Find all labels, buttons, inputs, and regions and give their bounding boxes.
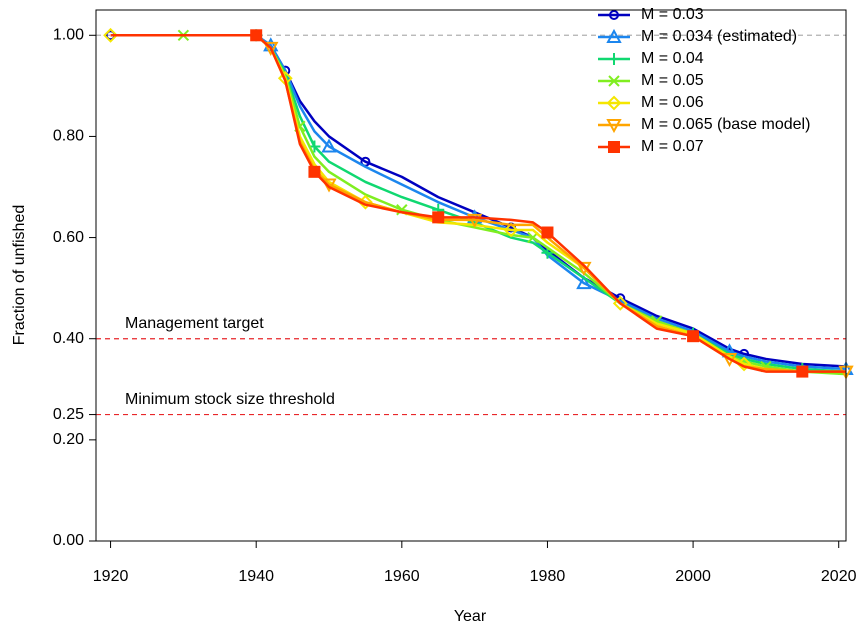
x-tick-label: 1960 <box>384 568 420 585</box>
marker <box>466 213 483 228</box>
x-tick-label: 1920 <box>93 568 129 585</box>
x-axis-label: Year <box>454 608 487 625</box>
marker <box>796 365 809 378</box>
y-tick-label: 1.00 <box>53 27 84 44</box>
marker <box>608 53 620 65</box>
marker <box>103 27 118 43</box>
legend-label: M = 0.04 <box>641 50 704 67</box>
marker <box>432 211 445 224</box>
y-tick-label: 0.00 <box>53 532 84 549</box>
y-tick-label: 0.20 <box>53 431 84 448</box>
marker <box>609 10 619 20</box>
series-line <box>110 34 847 371</box>
marker <box>612 295 628 311</box>
series-line <box>110 34 846 373</box>
marker <box>321 138 337 153</box>
y-tick-label: 0.25 <box>53 406 84 423</box>
marker <box>250 29 263 42</box>
legend-label: M = 0.03 <box>641 6 704 23</box>
x-tick-label: 2020 <box>821 568 857 585</box>
x-tick-label: 1940 <box>238 568 274 585</box>
marker <box>687 330 700 343</box>
legend-label: M = 0.06 <box>641 94 704 111</box>
y-tick-label: 0.40 <box>53 330 84 347</box>
plot-frame <box>95 9 847 542</box>
legend-label: M = 0.034 (estimated) <box>641 28 797 45</box>
marker <box>608 75 620 87</box>
marker <box>606 119 622 134</box>
legend-label: M = 0.05 <box>641 72 704 89</box>
y-tick-label: 0.60 <box>53 229 84 246</box>
legend-label: M = 0.065 (base model) <box>641 116 810 133</box>
marker <box>576 274 592 290</box>
marker <box>308 165 321 178</box>
reference-label: Minimum stock size threshold <box>125 391 335 408</box>
marker <box>608 141 620 153</box>
x-tick-label: 1980 <box>530 568 566 585</box>
marker <box>503 222 519 238</box>
marker <box>263 41 279 57</box>
x-tick-label: 2000 <box>675 568 711 585</box>
marker <box>736 356 752 372</box>
y-axis-label: Fraction of unfished <box>11 205 28 346</box>
y-tick-label: 0.80 <box>53 128 84 145</box>
marker <box>606 95 622 111</box>
marker <box>541 226 554 239</box>
legend-label: M = 0.07 <box>641 138 704 155</box>
reference-label: Management target <box>125 315 264 332</box>
marker <box>606 28 622 43</box>
